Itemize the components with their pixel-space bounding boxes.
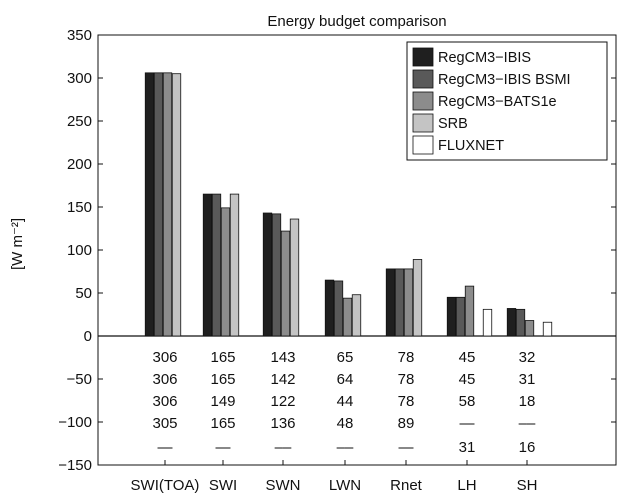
x-tick-label: LWN: [329, 477, 361, 494]
table-value: ––: [337, 439, 354, 456]
table-value: 136: [270, 415, 295, 432]
y-tick-label: 250: [67, 113, 92, 130]
table-value: 306: [152, 393, 177, 410]
x-tick-label: LH: [457, 477, 476, 494]
y-tick-label: 0: [84, 328, 92, 345]
table-value: 65: [337, 349, 354, 366]
bar: [171, 73, 182, 337]
bar: [524, 320, 535, 337]
table-value: 143: [270, 349, 295, 366]
table-value: 142: [270, 371, 295, 388]
table-value: 58: [459, 393, 476, 410]
bar: [333, 280, 344, 337]
table-value: 64: [337, 371, 354, 388]
chart-title: Energy budget comparison: [267, 13, 446, 30]
y-tick-label: −100: [58, 414, 92, 431]
table-value: 31: [519, 371, 536, 388]
bar: [289, 218, 300, 337]
bar: [506, 308, 517, 337]
bar: [385, 268, 396, 337]
y-axis-label: [W m⁻²]: [9, 218, 26, 270]
legend: RegCM3−IBIS RegCM3−IBIS BSMI RegCM3−BATS1e…: [406, 41, 608, 161]
y-tick-label: 300: [67, 70, 92, 87]
table-value: 45: [459, 371, 476, 388]
table-value: 305: [152, 415, 177, 432]
bar: [515, 308, 526, 337]
bar: [403, 268, 414, 337]
legend-swatch: [412, 113, 434, 133]
legend-swatch: [412, 135, 434, 155]
table-value: 32: [519, 349, 536, 366]
legend-label: RegCM3−IBIS: [438, 50, 531, 66]
table-value: —: [216, 439, 231, 456]
x-tick-label: SH: [517, 477, 538, 494]
bar: [351, 294, 362, 337]
bar: [455, 296, 466, 337]
y-tick-label: 150: [67, 199, 92, 216]
table-value: —: [399, 439, 414, 456]
legend-label: RegCM3−IBIS BSMI: [438, 72, 571, 88]
table-value: ––: [519, 415, 536, 432]
bar: [144, 72, 155, 337]
y-tick-label: −50: [67, 371, 92, 388]
table-value: 78: [398, 393, 415, 410]
bar: [211, 193, 222, 337]
bar: [394, 268, 405, 337]
bar: [464, 285, 475, 337]
y-tick-label: 200: [67, 156, 92, 173]
bar: [229, 193, 240, 337]
table-value: 165: [210, 349, 235, 366]
bar: [446, 296, 457, 337]
bar: [280, 230, 291, 337]
bar: [412, 259, 423, 337]
table-value: 45: [459, 349, 476, 366]
table-value: 78: [398, 349, 415, 366]
table-value: 48: [337, 415, 354, 432]
y-tick-label: 350: [67, 27, 92, 44]
bar: [324, 279, 335, 337]
table-value: 165: [210, 415, 235, 432]
table-value: —: [460, 415, 475, 432]
bar: [542, 321, 553, 337]
plot-area: −150 −100 −50 0 50 100 150 200 250 300 350 SWI(TOA)…: [58, 27, 617, 494]
legend-swatch: [412, 91, 434, 111]
x-tick-label: Rnet: [390, 477, 423, 494]
table-value: ––: [275, 439, 292, 456]
table-value: 306: [152, 349, 177, 366]
bar: [482, 308, 493, 337]
x-tick-label: SWI(TOA): [131, 477, 200, 494]
table-value: 122: [270, 393, 295, 410]
table-value: 18: [519, 393, 536, 410]
bar: [202, 193, 213, 337]
bar: [153, 72, 164, 337]
table-value: 78: [398, 371, 415, 388]
table-value: 306: [152, 371, 177, 388]
bar: [162, 72, 173, 337]
bar: [342, 297, 353, 337]
legend-swatch: [412, 47, 434, 67]
table-value: —: [158, 439, 173, 456]
table-value: 31: [459, 439, 476, 456]
y-tick-label: 50: [75, 285, 92, 302]
table-value: 149: [210, 393, 235, 410]
table-value: 44: [337, 393, 354, 410]
x-tick-label: SWN: [266, 477, 301, 494]
y-tick-label: 100: [67, 242, 92, 259]
bar: [262, 212, 273, 337]
bar: [220, 207, 231, 337]
bar: [271, 213, 282, 337]
legend-label: RegCM3−BATS1e: [438, 94, 557, 110]
legend-label: FLUXNET: [438, 138, 504, 154]
legend-swatch: [412, 69, 434, 89]
legend-label: SRB: [438, 116, 468, 132]
y-tick-label: −150: [58, 457, 92, 474]
table-value: 89: [398, 415, 415, 432]
legend-box: [406, 41, 608, 161]
x-tick-label: SWI: [209, 477, 237, 494]
table-value: 165: [210, 371, 235, 388]
table-value: 16: [519, 439, 536, 456]
